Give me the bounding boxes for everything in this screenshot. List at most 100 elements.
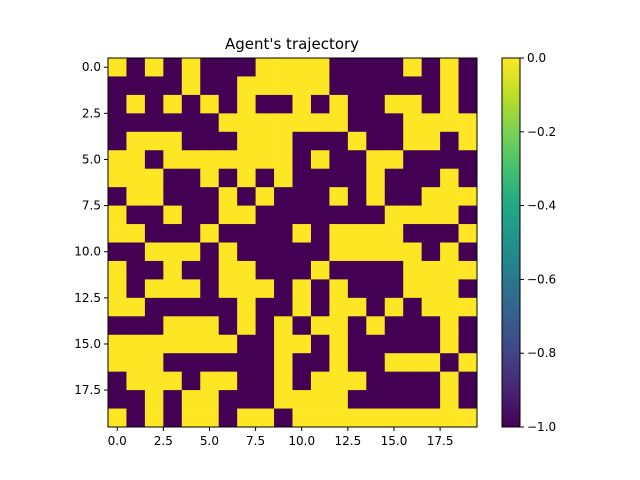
heatmap-cell bbox=[440, 408, 459, 428]
heatmap-cell bbox=[366, 297, 386, 317]
heatmap-cell bbox=[255, 131, 275, 151]
heatmap-cell bbox=[329, 390, 349, 409]
heatmap-cell bbox=[126, 58, 146, 77]
heatmap-cell bbox=[200, 242, 220, 262]
heatmap-cell bbox=[255, 242, 275, 262]
heatmap-cell bbox=[200, 58, 220, 77]
heatmap-cell bbox=[126, 205, 146, 225]
heatmap-cell bbox=[292, 94, 312, 114]
heatmap-cell bbox=[384, 94, 404, 114]
heatmap-cell bbox=[144, 187, 164, 206]
heatmap-cell bbox=[144, 113, 164, 133]
heatmap-cell bbox=[163, 316, 183, 336]
heatmap-cell bbox=[403, 150, 423, 170]
heatmap-cell bbox=[237, 408, 256, 428]
heatmap-cell bbox=[440, 353, 459, 373]
heatmap-cell bbox=[366, 353, 386, 373]
heatmap-cell bbox=[384, 316, 404, 336]
heatmap-cell bbox=[384, 260, 404, 280]
heatmap-cell bbox=[310, 94, 330, 114]
heatmap-cell bbox=[108, 260, 127, 280]
heatmap-cell bbox=[458, 353, 478, 373]
heatmap-cell bbox=[218, 371, 238, 391]
heatmap-cells bbox=[108, 58, 478, 428]
heatmap-cell bbox=[458, 205, 478, 225]
heatmap-cell bbox=[237, 76, 256, 96]
heatmap-cell bbox=[366, 168, 386, 188]
heatmap-cell bbox=[310, 260, 330, 280]
heatmap-cell bbox=[366, 76, 386, 96]
heatmap-cell bbox=[108, 113, 127, 133]
heatmap-cell bbox=[108, 150, 127, 170]
heatmap-cell bbox=[144, 316, 164, 336]
heatmap-cell bbox=[421, 76, 441, 96]
tick-label: 12.5 bbox=[74, 291, 101, 305]
heatmap-cell bbox=[274, 297, 293, 317]
tick-label: 7.5 bbox=[82, 199, 101, 213]
heatmap-cell bbox=[366, 187, 386, 206]
heatmap-cell bbox=[108, 297, 127, 317]
heatmap-cell bbox=[126, 260, 146, 280]
heatmap-cell bbox=[292, 390, 312, 409]
heatmap-cell bbox=[347, 242, 367, 262]
heatmap-cell bbox=[310, 334, 330, 354]
heatmap-cell bbox=[458, 279, 478, 299]
tick-label: 2.5 bbox=[154, 434, 173, 448]
heatmap-cell bbox=[329, 297, 349, 317]
heatmap-cell bbox=[144, 242, 164, 262]
heatmap-cell bbox=[347, 168, 367, 188]
heatmap-cell bbox=[403, 353, 423, 373]
heatmap-cell bbox=[403, 371, 423, 391]
heatmap-cell bbox=[218, 168, 238, 188]
colorbar bbox=[501, 57, 521, 428]
heatmap-cell bbox=[440, 168, 459, 188]
heatmap-cell bbox=[108, 58, 127, 77]
heatmap-cell bbox=[163, 131, 183, 151]
heatmap-cell bbox=[163, 168, 183, 188]
heatmap-cell bbox=[237, 279, 256, 299]
heatmap-cell bbox=[126, 390, 146, 409]
heatmap-cell bbox=[200, 334, 220, 354]
tick-label: 12.5 bbox=[334, 434, 361, 448]
heatmap-cell bbox=[181, 113, 201, 133]
heatmap-cell bbox=[440, 316, 459, 336]
colorbar-axis: 0.0 −0.2 −0.4 −0.6 −0.8 −1.0 bbox=[520, 51, 556, 434]
heatmap-cell bbox=[384, 76, 404, 96]
heatmap-cell bbox=[458, 242, 478, 262]
heatmap-cell bbox=[403, 279, 423, 299]
heatmap-cell bbox=[144, 224, 164, 243]
heatmap-cell bbox=[421, 297, 441, 317]
heatmap-cell bbox=[218, 297, 238, 317]
heatmap-cell bbox=[237, 297, 256, 317]
heatmap-cell bbox=[292, 187, 312, 206]
heatmap-cell bbox=[403, 334, 423, 354]
heatmap-cell bbox=[126, 150, 146, 170]
heatmap-cell bbox=[440, 205, 459, 225]
heatmap-cell bbox=[347, 297, 367, 317]
heatmap-cell bbox=[144, 150, 164, 170]
heatmap-cell bbox=[440, 334, 459, 354]
heatmap-cell bbox=[163, 187, 183, 206]
heatmap-cell bbox=[163, 334, 183, 354]
heatmap-cell bbox=[384, 371, 404, 391]
heatmap-cell bbox=[144, 334, 164, 354]
heatmap-cell bbox=[255, 168, 275, 188]
heatmap-cell bbox=[255, 58, 275, 77]
heatmap-cell bbox=[403, 408, 423, 428]
heatmap-cell bbox=[347, 76, 367, 96]
heatmap-cell bbox=[108, 242, 127, 262]
heatmap-cell bbox=[181, 224, 201, 243]
heatmap-cell bbox=[126, 224, 146, 243]
heatmap-cell bbox=[366, 113, 386, 133]
heatmap-cell bbox=[255, 260, 275, 280]
chart-title: Agent's trajectory bbox=[225, 35, 359, 53]
heatmap-cell bbox=[255, 316, 275, 336]
heatmap-cell bbox=[181, 334, 201, 354]
heatmap-cell bbox=[310, 371, 330, 391]
heatmap-cell bbox=[366, 279, 386, 299]
heatmap-cell bbox=[440, 279, 459, 299]
heatmap-cell bbox=[329, 353, 349, 373]
heatmap-cell bbox=[144, 205, 164, 225]
heatmap-cell bbox=[440, 58, 459, 77]
heatmap-cell bbox=[421, 168, 441, 188]
